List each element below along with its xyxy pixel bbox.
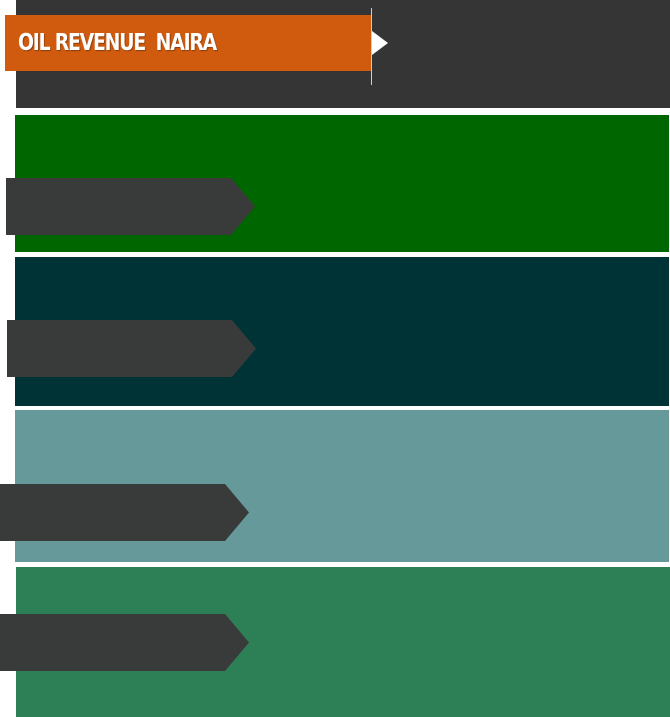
arrow-tab-2	[7, 320, 256, 377]
header-divider	[371, 8, 372, 85]
arrow-tab-3	[0, 484, 249, 541]
arrow-tab-1	[6, 178, 255, 235]
page-title: OIL REVENUE NAIRA	[18, 30, 217, 56]
triangle-right-icon	[372, 31, 388, 55]
arrow-tab-4	[0, 614, 249, 671]
title-banner: OIL REVENUE NAIRA	[5, 15, 371, 71]
